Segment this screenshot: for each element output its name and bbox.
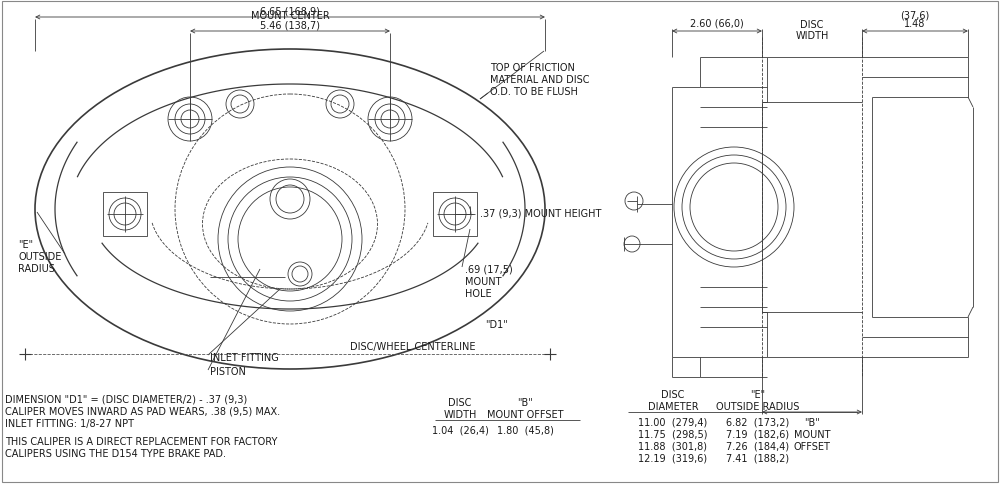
Text: INLET FITTING: 1/8-27 NPT: INLET FITTING: 1/8-27 NPT [5, 418, 134, 428]
Text: HOLE: HOLE [465, 288, 492, 298]
Text: OUTSIDE: OUTSIDE [18, 252, 61, 261]
Text: DISC: DISC [661, 389, 685, 399]
Text: "D1": "D1" [485, 319, 508, 329]
Text: PISTON: PISTON [210, 366, 246, 376]
Text: OUTSIDE RADIUS: OUTSIDE RADIUS [716, 401, 800, 411]
Text: 11.00  (279,4): 11.00 (279,4) [638, 417, 708, 427]
Text: .37 (9,3) MOUNT HEIGHT: .37 (9,3) MOUNT HEIGHT [480, 209, 601, 219]
Text: 7.41  (188,2): 7.41 (188,2) [726, 453, 790, 463]
Text: 7.26  (184,4): 7.26 (184,4) [726, 441, 790, 451]
Text: RADIUS: RADIUS [18, 263, 55, 273]
Text: 12.19  (319,6): 12.19 (319,6) [638, 453, 708, 463]
Text: TOP OF FRICTION: TOP OF FRICTION [490, 63, 575, 73]
Text: 1.04  (26,4): 1.04 (26,4) [432, 425, 488, 435]
Text: WIDTH: WIDTH [795, 31, 829, 41]
Text: MOUNT: MOUNT [465, 276, 502, 287]
Text: "E": "E" [750, 389, 766, 399]
Text: MOUNT OFFSET: MOUNT OFFSET [487, 409, 563, 419]
Text: MOUNT: MOUNT [794, 429, 830, 439]
Text: DISC: DISC [448, 397, 472, 407]
Text: (37,6): (37,6) [900, 10, 930, 20]
Text: "B": "B" [804, 417, 820, 427]
Text: 5.46 (138,7): 5.46 (138,7) [260, 21, 320, 31]
Text: .69 (17,5): .69 (17,5) [465, 264, 513, 274]
Text: 1.48: 1.48 [904, 19, 926, 29]
Text: 7.19  (182,6): 7.19 (182,6) [726, 429, 790, 439]
Text: "B": "B" [517, 397, 533, 407]
Text: CALIPERS USING THE D154 TYPE BRAKE PAD.: CALIPERS USING THE D154 TYPE BRAKE PAD. [5, 448, 226, 458]
Text: 1.80  (45,8): 1.80 (45,8) [497, 425, 553, 435]
Text: DIAMETER: DIAMETER [648, 401, 698, 411]
Text: 6.82  (173,2): 6.82 (173,2) [726, 417, 790, 427]
Text: THIS CALIPER IS A DIRECT REPLACEMENT FOR FACTORY: THIS CALIPER IS A DIRECT REPLACEMENT FOR… [5, 436, 277, 446]
Text: DISC/WHEEL CENTERLINE: DISC/WHEEL CENTERLINE [350, 341, 476, 351]
Text: DIMENSION "D1" = (DISC DIAMETER/2) - .37 (9,3): DIMENSION "D1" = (DISC DIAMETER/2) - .37… [5, 394, 247, 404]
Text: "E": "E" [18, 240, 33, 249]
Text: MOUNT CENTER: MOUNT CENTER [251, 11, 329, 21]
Text: OFFSET: OFFSET [794, 441, 830, 451]
Text: O.D. TO BE FLUSH: O.D. TO BE FLUSH [490, 87, 578, 97]
Text: CALIPER MOVES INWARD AS PAD WEARS, .38 (9,5) MAX.: CALIPER MOVES INWARD AS PAD WEARS, .38 (… [5, 406, 280, 416]
Text: WIDTH: WIDTH [443, 409, 477, 419]
Text: MATERIAL AND DISC: MATERIAL AND DISC [490, 75, 590, 85]
Text: 6.65 (168,9): 6.65 (168,9) [260, 7, 320, 17]
Text: INLET FITTING: INLET FITTING [210, 352, 279, 362]
Text: 11.75  (298,5): 11.75 (298,5) [638, 429, 708, 439]
Text: 2.60 (66,0): 2.60 (66,0) [690, 19, 744, 29]
Text: 11.88  (301,8): 11.88 (301,8) [639, 441, 708, 451]
Text: DISC: DISC [800, 20, 824, 30]
